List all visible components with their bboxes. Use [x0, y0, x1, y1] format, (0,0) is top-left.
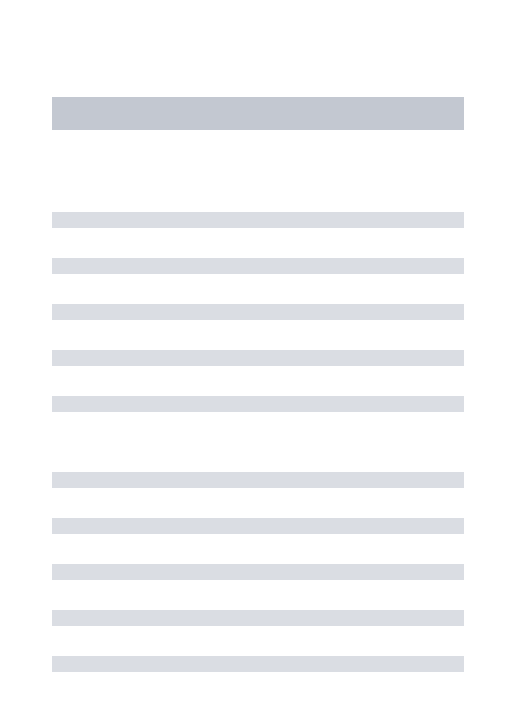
skeleton-header: [52, 97, 464, 130]
skeleton-line: [52, 564, 464, 580]
skeleton-line: [52, 304, 464, 320]
skeleton-container: [0, 0, 516, 672]
skeleton-line: [52, 610, 464, 626]
skeleton-line: [52, 396, 464, 412]
skeleton-line: [52, 350, 464, 366]
skeleton-line: [52, 518, 464, 534]
skeleton-line: [52, 656, 464, 672]
skeleton-line: [52, 212, 464, 228]
skeleton-line: [52, 258, 464, 274]
skeleton-group-gap: [52, 442, 464, 472]
skeleton-line: [52, 472, 464, 488]
